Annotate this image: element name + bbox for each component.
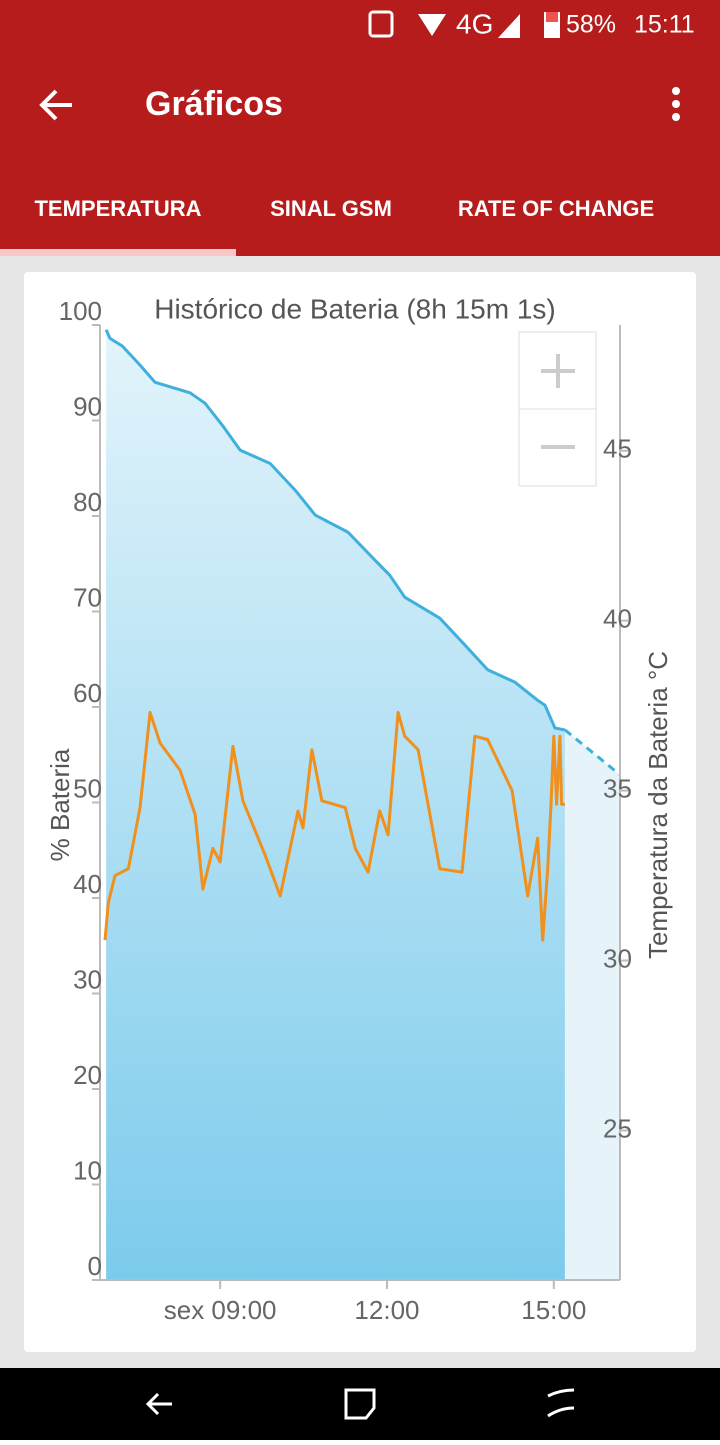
chart-title: Histórico de Bateria (8h 15m 1s)	[154, 293, 556, 324]
y2-tick-label: 45	[603, 434, 632, 464]
y-tick-label: 20	[73, 1060, 102, 1090]
vibrate-icon	[368, 10, 394, 38]
app-bar	[0, 0, 720, 256]
clock: 15:11	[634, 11, 695, 39]
series-line	[103, 710, 565, 942]
area	[564, 729, 620, 1280]
tab[interactable]: SINAL GSM	[270, 196, 392, 221]
nav-home[interactable]	[344, 1388, 376, 1420]
x-tick-label: 12:00	[354, 1295, 419, 1325]
x-tick-label: sex 09:00	[164, 1295, 277, 1325]
nav-recent[interactable]	[547, 1388, 575, 1418]
y-tick-label: 70	[73, 582, 102, 612]
y-tick-label: 40	[73, 869, 102, 899]
menu-button[interactable]	[672, 87, 680, 121]
y-tick-label: 0	[88, 1251, 102, 1281]
y-tick-label: 60	[73, 678, 102, 708]
y-tick-label: 50	[73, 773, 102, 803]
series-line	[563, 728, 621, 776]
y-tick-label: 100	[59, 296, 102, 326]
tab-indicator	[0, 249, 236, 256]
nav-bar	[0, 1368, 720, 1440]
signal-icon	[498, 14, 520, 38]
network: 4G	[456, 8, 493, 39]
zoom-in[interactable]	[518, 331, 597, 410]
y-tick-label: 80	[73, 487, 102, 517]
tab[interactable]: RATE OF CHANGE	[458, 196, 654, 221]
y-tick-label: 10	[73, 1155, 102, 1185]
y-axis-label: % Bateria	[45, 748, 75, 861]
wifi-icon	[418, 14, 446, 36]
y-tick-label: 30	[73, 964, 102, 994]
y2-tick-label: 35	[603, 773, 632, 803]
nav-back[interactable]	[145, 1392, 172, 1416]
y-tick-label: 90	[73, 391, 102, 421]
toolbar-title: Gráficos	[145, 85, 283, 123]
battery-empty	[546, 12, 558, 22]
plot	[99, 325, 621, 1281]
y2-tick-label: 40	[603, 604, 632, 634]
series-line	[104, 329, 566, 732]
back-button[interactable]	[39, 89, 72, 121]
y2-tick-label: 25	[603, 1113, 632, 1143]
y2-tick-label: 30	[603, 943, 632, 973]
tab[interactable]: TEMPERATURA	[34, 196, 201, 221]
zoom-out[interactable]	[518, 408, 597, 487]
battery-level: 58%	[566, 11, 616, 39]
x-tick-label: 15:00	[521, 1295, 586, 1325]
y2-axis-label: Temperatura da Bateria °C	[643, 651, 673, 959]
